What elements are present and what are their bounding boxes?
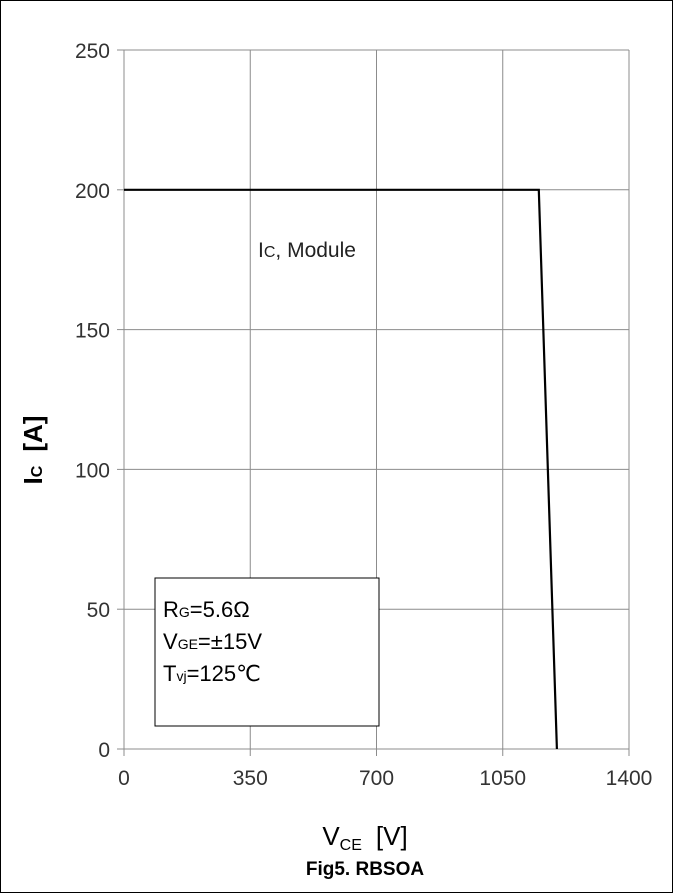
condition-line: RG=5.6Ω — [163, 597, 250, 622]
module-annotation: IC, Module — [258, 239, 356, 262]
y-tick-label: 100 — [75, 459, 110, 482]
y-tick-label: 150 — [75, 320, 110, 343]
x-tick-label: 350 — [233, 767, 268, 790]
x-tick-label: 700 — [359, 767, 394, 790]
x-tick-label: 1050 — [479, 767, 526, 790]
figure-caption: Fig5. RBSOA — [306, 859, 425, 880]
rbsoa-series-line — [124, 188, 558, 750]
y-tick-label: 0 — [98, 739, 110, 762]
condition-line: Tvj=125℃ — [163, 661, 261, 686]
x-tick-labels: 0 350 700 1050 1400 — [118, 767, 652, 790]
y-axis-label: IC[A] — [18, 416, 48, 485]
series-group — [124, 188, 558, 750]
x-tick-label: 1400 — [606, 767, 653, 790]
y-tick-label: 200 — [75, 180, 110, 203]
x-tick-label: 0 — [118, 767, 130, 790]
conditions-box — [154, 577, 380, 727]
x-axis-label: VCE [V] — [322, 821, 407, 854]
y-tick-labels: 0 50 100 150 200 250 — [75, 40, 110, 762]
condition-line: VGE=±15V — [163, 629, 262, 654]
axes — [117, 49, 630, 756]
y-tick-label: 250 — [75, 40, 110, 63]
y-tick-label: 50 — [87, 599, 110, 622]
conditions-text: RG=5.6Ω VGE=±15V Tvj=125℃ — [163, 597, 262, 686]
